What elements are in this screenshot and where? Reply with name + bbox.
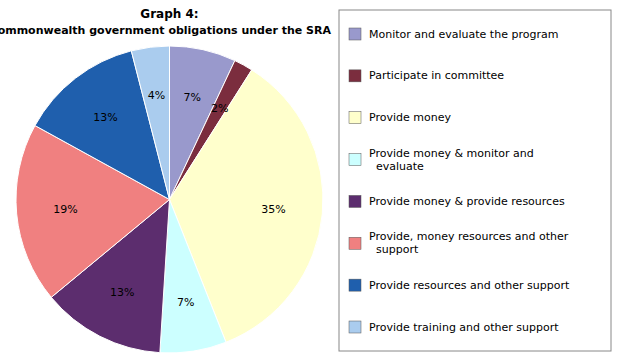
- legend-label-line: Monitor and evaluate the program: [369, 28, 558, 41]
- data-label: 2%: [211, 102, 228, 115]
- legend-swatch: [349, 154, 361, 166]
- data-label: 35%: [261, 203, 285, 216]
- legend-swatch: [349, 237, 361, 249]
- legend-swatch: [349, 195, 361, 207]
- data-label: 13%: [110, 286, 134, 299]
- legend-label: Provide money: [369, 111, 451, 124]
- legend-label-line: support: [369, 243, 419, 256]
- legend-label: Provide money & provide resources: [369, 195, 565, 208]
- legend-swatch: [349, 70, 361, 82]
- legend-box: [339, 10, 611, 351]
- data-label: 4%: [148, 89, 165, 102]
- legend-label-line: evaluate: [369, 160, 424, 173]
- legend-label-line: Provide resources and other support: [369, 279, 570, 292]
- data-labels: 7% 2% 35% 7% 13% 19% 13% 4%: [53, 89, 285, 309]
- legend-label: Monitor and evaluate the program: [369, 28, 558, 41]
- legend-label-line: Provide money & monitor and: [369, 147, 534, 160]
- legend: Monitor and evaluate the program Particip…: [339, 10, 611, 351]
- legend-label: Participate in committee: [369, 69, 504, 82]
- legend-swatch: [349, 279, 361, 291]
- legend-swatch: [349, 112, 361, 124]
- legend-label-line: Provide money & provide resources: [369, 195, 565, 208]
- title: Graph 4:: [140, 7, 198, 21]
- pie-slice: [160, 200, 226, 353]
- data-label: 7%: [184, 91, 201, 104]
- data-label: 13%: [93, 111, 117, 124]
- legend-label-line: Participate in committee: [369, 69, 504, 82]
- chart: Graph 4: Commonwealth government obligati…: [0, 0, 619, 361]
- legend-swatch: [349, 321, 361, 333]
- data-label: 19%: [53, 203, 77, 216]
- pie-slice: [170, 70, 323, 342]
- titles: Graph 4: Commonwealth government obligati…: [0, 7, 331, 37]
- legend-label: Provide training and other support: [369, 321, 559, 334]
- legend-label-line: Provide training and other support: [369, 321, 559, 334]
- subtitle: Commonwealth government obligations unde…: [0, 24, 331, 37]
- pie-slice: [131, 46, 169, 200]
- legend-label-line: Provide money: [369, 111, 451, 124]
- legend-label: Provide resources and other support: [369, 279, 570, 292]
- legend-label: Provide, money resources and other suppo…: [369, 230, 569, 256]
- legend-label: Provide money & monitor and evaluate: [369, 147, 534, 173]
- data-label: 7%: [177, 296, 194, 309]
- legend-swatch: [349, 28, 361, 40]
- legend-label-line: Provide, money resources and other: [369, 230, 569, 243]
- pie: [16, 46, 323, 353]
